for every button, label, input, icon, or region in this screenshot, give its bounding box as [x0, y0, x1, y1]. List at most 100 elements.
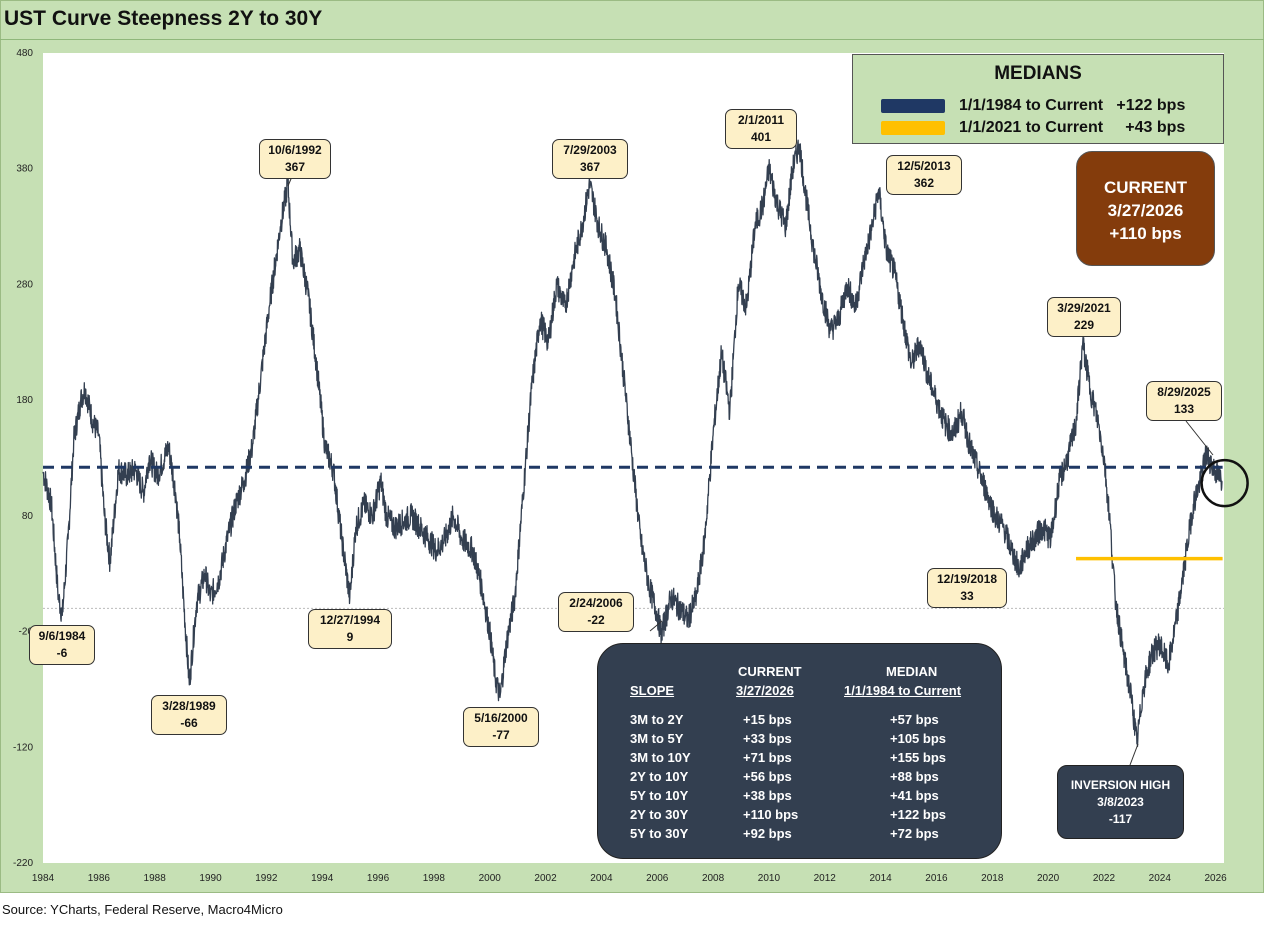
annotation-date: 10/6/1992 — [268, 143, 322, 157]
x-tick-label: 1988 — [144, 873, 167, 884]
x-tick-label: 1984 — [32, 873, 55, 884]
table-header-current-date: 3/27/2026 — [736, 683, 794, 698]
legend-label: 1/1/2021 to Current — [959, 119, 1104, 136]
y-tick-label: 180 — [16, 395, 33, 406]
annotation-callout: 3/29/2021 229 — [1047, 297, 1121, 337]
table-cell-median: +122 bps — [890, 807, 947, 822]
table-cell-slope: 3M to 5Y — [630, 731, 684, 746]
series-group — [42, 139, 1223, 748]
legend-text: 1/1/1984 to Current +122 bps — [959, 97, 1185, 115]
slope-summary-table: CURRENT MEDIAN SLOPE 3/27/2026 1/1/1984 … — [597, 643, 1002, 859]
annotation-value: -22 — [587, 613, 605, 627]
annotation-value: 9 — [346, 630, 354, 644]
x-tick-label: 2010 — [758, 873, 781, 884]
table-cell-current: +110 bps — [743, 807, 799, 822]
inversion-value: -117 — [1108, 812, 1133, 826]
legend-text: 1/1/2021 to Current +43 bps — [959, 119, 1185, 137]
annotation-callout: 2/24/2006 -22 — [558, 592, 634, 632]
current-marker — [1200, 458, 1249, 508]
table-cell-median: +57 bps — [890, 712, 939, 727]
table-cell-slope: 3M to 10Y — [630, 750, 691, 765]
table-header-slope: SLOPE — [630, 683, 675, 698]
x-tick-label: 1992 — [255, 873, 278, 884]
legend-swatch-navy — [881, 99, 945, 113]
x-tick-label: 2014 — [869, 873, 892, 884]
x-tick-label: 1996 — [367, 873, 390, 884]
axes: -220 -120 -20 80 180 280 380 480 1984 1986 1988 199… — [13, 48, 1227, 884]
table-cell-median: +155 bps — [890, 750, 947, 765]
table-header-median: MEDIAN — [886, 664, 938, 679]
annotation-callout: 10/6/1992 367 — [259, 139, 331, 179]
table-cell-slope: 3M to 2Y — [630, 712, 684, 727]
x-tick-label: 2006 — [646, 873, 669, 884]
legend-swatch-gold — [881, 121, 945, 135]
y-tick-label: -20 — [19, 627, 34, 638]
x-tick-label: 2002 — [534, 873, 557, 884]
x-tick-label: 1986 — [88, 873, 111, 884]
annotation-date: 3/28/1989 — [162, 699, 216, 713]
annotation-value: 133 — [1173, 402, 1195, 416]
medians-legend-title: MEDIANS — [994, 63, 1082, 84]
annotation-value: 362 — [913, 176, 935, 190]
table-cell-median: +72 bps — [890, 826, 939, 841]
annotation-callout: 8/29/2025 133 — [1146, 381, 1222, 421]
leader-line — [1129, 743, 1139, 766]
annotation-date: 2/24/2006 — [569, 596, 623, 610]
x-tick-label: 1998 — [423, 873, 446, 884]
annotation-value: 367 — [284, 160, 306, 174]
table-cell-current: +38 bps — [743, 788, 792, 803]
table-cell-median: +88 bps — [890, 769, 939, 784]
title-divider — [0, 39, 1264, 40]
annotation-value: -6 — [56, 646, 68, 660]
x-tick-label: 2016 — [925, 873, 948, 884]
current-label: CURRENT — [1103, 178, 1188, 197]
annotation-date: 12/27/1994 — [319, 613, 381, 627]
x-tick-label: 2024 — [1149, 873, 1172, 884]
annotation-leaders — [287, 173, 1214, 766]
inversion-high-box: INVERSION HIGH 3/8/2023 -117 — [1057, 765, 1184, 839]
x-tick-label: 2012 — [814, 873, 837, 884]
series-line — [42, 139, 1223, 748]
x-tick-label: 1994 — [311, 873, 334, 884]
y-tick-label: 280 — [16, 279, 33, 290]
annotation-date: 3/29/2021 — [1057, 301, 1111, 315]
current-date: 3/27/2026 — [1107, 201, 1184, 220]
table-cell-slope: 2Y to 30Y — [630, 807, 689, 822]
table-cell-median: +105 bps — [890, 731, 947, 746]
leader-line — [649, 620, 663, 632]
chart-title: UST Curve Steepness 2Y to 30Y — [4, 7, 323, 30]
table-cell-current: +56 bps — [743, 769, 792, 784]
annotation-date: 2/1/2011 — [737, 113, 785, 127]
table-cell-slope: 2Y to 10Y — [630, 769, 689, 784]
annotation-callout: 9/6/1984 -6 — [29, 625, 95, 665]
annotation-value: 229 — [1073, 318, 1095, 332]
table-cell-current: +33 bps — [743, 731, 792, 746]
table-cell-slope: 5Y to 30Y — [630, 826, 689, 841]
inversion-label: INVERSION HIGH — [1070, 778, 1171, 792]
legend-value: +43 bps — [1125, 119, 1186, 136]
table-cell-current: +15 bps — [743, 712, 792, 727]
x-tick-label: 2018 — [981, 873, 1004, 884]
table-cell-slope: 5Y to 10Y — [630, 788, 689, 803]
table-cell-median: +41 bps — [890, 788, 939, 803]
y-tick-label: 80 — [22, 511, 34, 522]
x-tick-label: 2026 — [1204, 873, 1227, 884]
table-header-median-period: 1/1/1984 to Current — [844, 683, 962, 698]
annotation-value: 367 — [579, 160, 601, 174]
annotation-callout: 2/1/2011 401 — [725, 109, 797, 149]
table-cell-current: +71 bps — [743, 750, 792, 765]
annotation-callout: 5/16/2000 -77 — [463, 707, 539, 747]
legend-label: 1/1/1984 to Current — [959, 97, 1104, 114]
y-tick-label: 480 — [16, 48, 33, 59]
annotation-date: 12/5/2013 — [897, 159, 951, 173]
source-note: Source: YCharts, Federal Reserve, Macro4… — [2, 902, 283, 917]
y-tick-label: -120 — [13, 742, 33, 753]
leader-line — [1185, 420, 1214, 456]
table-header-current: CURRENT — [738, 664, 802, 679]
annotation-callout: 12/5/2013 362 — [886, 155, 962, 195]
annotation-value: -66 — [180, 716, 198, 730]
current-value-box: CURRENT 3/27/2026 +110 bps — [1076, 151, 1215, 266]
median-lines — [43, 465, 1223, 561]
annotation-date: 5/16/2000 — [474, 711, 528, 725]
annotation-value: -77 — [492, 728, 510, 742]
